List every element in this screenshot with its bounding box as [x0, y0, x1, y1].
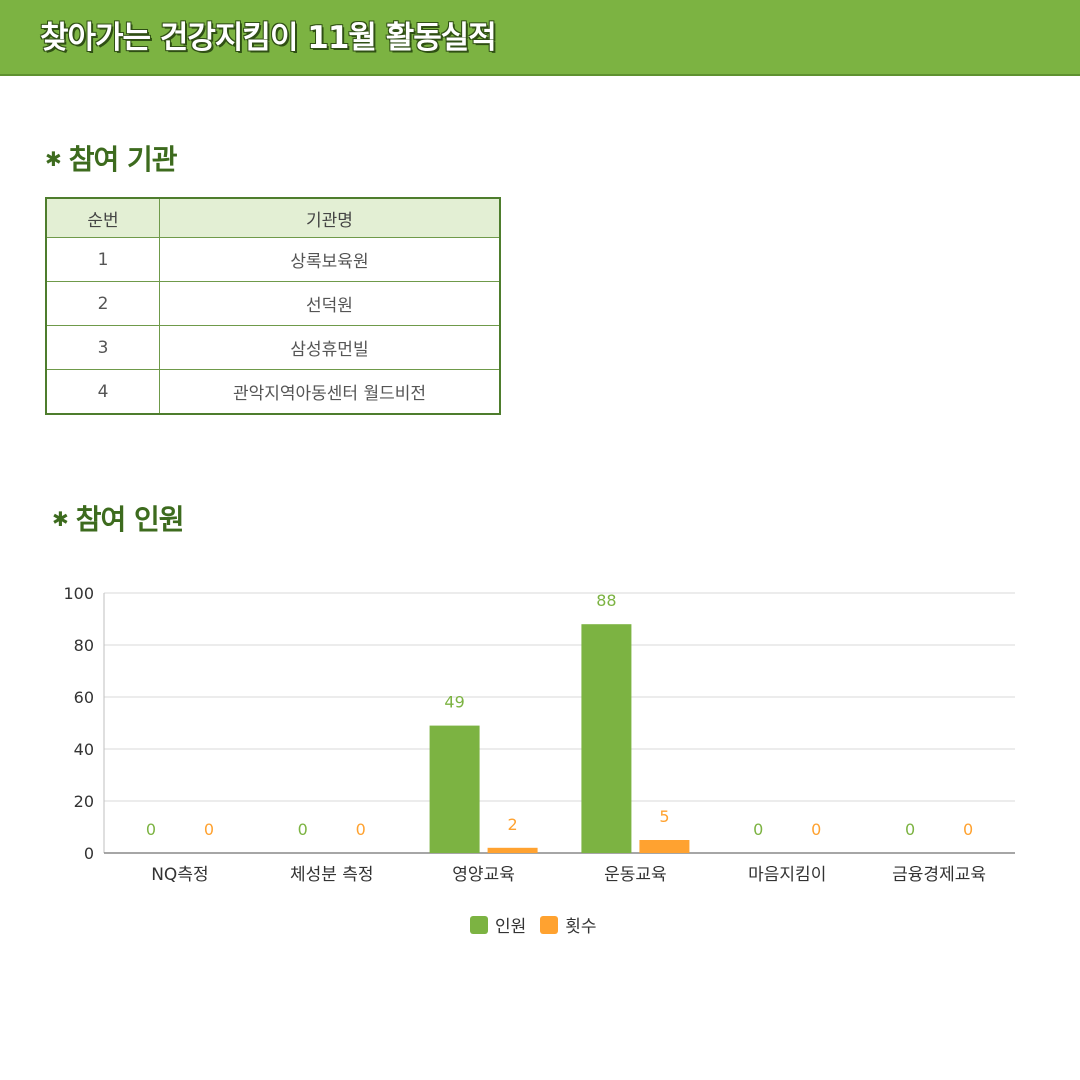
participants-bar-chart: 0 20 40 60 80 100 0 0 NQ측정 0 0 체성분 측정 49 2 영양교육 88 5 운동교육…: [63, 584, 1015, 885]
data-label: 0: [753, 820, 763, 839]
section-title-organizations-label: 참여 기관: [68, 143, 178, 176]
organization-name: 선덕원: [159, 281, 501, 326]
table-row: 2 선덕원: [45, 281, 501, 326]
y-tick-label: 20: [74, 792, 94, 811]
legend-label-participants: 인원: [495, 917, 527, 937]
legend-item-participants: 인원: [470, 912, 526, 937]
legend-label-sessions: 횟수: [565, 917, 597, 937]
column-header-organization: 기관명: [159, 197, 501, 238]
organization-table: 순번 기관명 1 상록보육원 2 선덕원 3 삼성휴먼빌 4 관악지역아동센터 …: [45, 197, 501, 415]
data-label: 0: [811, 820, 821, 839]
table-row: 4 관악지역아동센터 월드비전: [45, 369, 501, 415]
row-number: 1: [45, 237, 160, 282]
page-title: 찾아가는 건강지킴이 11월 활동실적: [40, 20, 497, 56]
table-header-row: 순번 기관명: [45, 197, 501, 238]
y-tick-label: 40: [74, 740, 94, 759]
table-row: 3 삼성휴먼빌: [45, 325, 501, 370]
y-tick-label: 80: [74, 636, 94, 655]
data-label: 0: [146, 820, 156, 839]
data-label: 88: [596, 591, 616, 610]
organization-name: 관악지역아동센터 월드비전: [159, 369, 501, 415]
data-label: 0: [204, 820, 214, 839]
data-label: 0: [298, 820, 308, 839]
column-header-number: 순번: [45, 197, 160, 238]
data-label: 0: [905, 820, 915, 839]
table-row: 1 상록보육원: [45, 237, 501, 282]
asterisk-icon: ✱: [52, 507, 69, 531]
bar-participants: [429, 725, 480, 853]
data-label: 49: [444, 693, 464, 712]
data-label: 0: [356, 820, 366, 839]
x-tick-label: 마음지킴이: [748, 865, 826, 885]
x-tick-label: 체성분 측정: [290, 865, 374, 885]
bar-sessions: [487, 847, 538, 853]
y-tick-label: 100: [63, 584, 94, 603]
section-title-participants-label: 참여 인원: [75, 503, 185, 536]
y-tick-label: 0: [84, 844, 94, 863]
bar-sessions: [639, 840, 690, 853]
data-label: 2: [507, 815, 517, 834]
organization-name: 상록보육원: [159, 237, 501, 282]
legend-swatch-sessions: [540, 915, 559, 934]
x-tick-label: 영양교육: [452, 865, 515, 885]
data-label: 0: [963, 820, 973, 839]
organization-name: 삼성휴먼빌: [159, 325, 501, 370]
row-number: 3: [45, 325, 160, 370]
y-tick-label: 60: [74, 688, 94, 707]
x-tick-label: NQ측정: [151, 865, 208, 885]
header-banner: 찾아가는 건강지킴이 11월 활동실적: [0, 0, 1080, 76]
row-number: 4: [45, 369, 160, 415]
asterisk-icon: ✱: [45, 147, 62, 171]
chart-legend: 인원 횟수: [470, 912, 611, 937]
x-tick-label: 운동교육: [604, 865, 667, 885]
section-title-participants: ✱ 참여 인원: [52, 498, 185, 538]
row-number: 2: [45, 281, 160, 326]
data-label: 5: [659, 807, 669, 826]
bar-participants: [581, 624, 632, 853]
x-tick-label: 금융경제교육: [892, 865, 986, 885]
legend-item-sessions: 횟수: [540, 912, 597, 937]
section-title-organizations: ✱ 참여 기관: [45, 138, 178, 178]
legend-swatch-participants: [470, 915, 488, 934]
